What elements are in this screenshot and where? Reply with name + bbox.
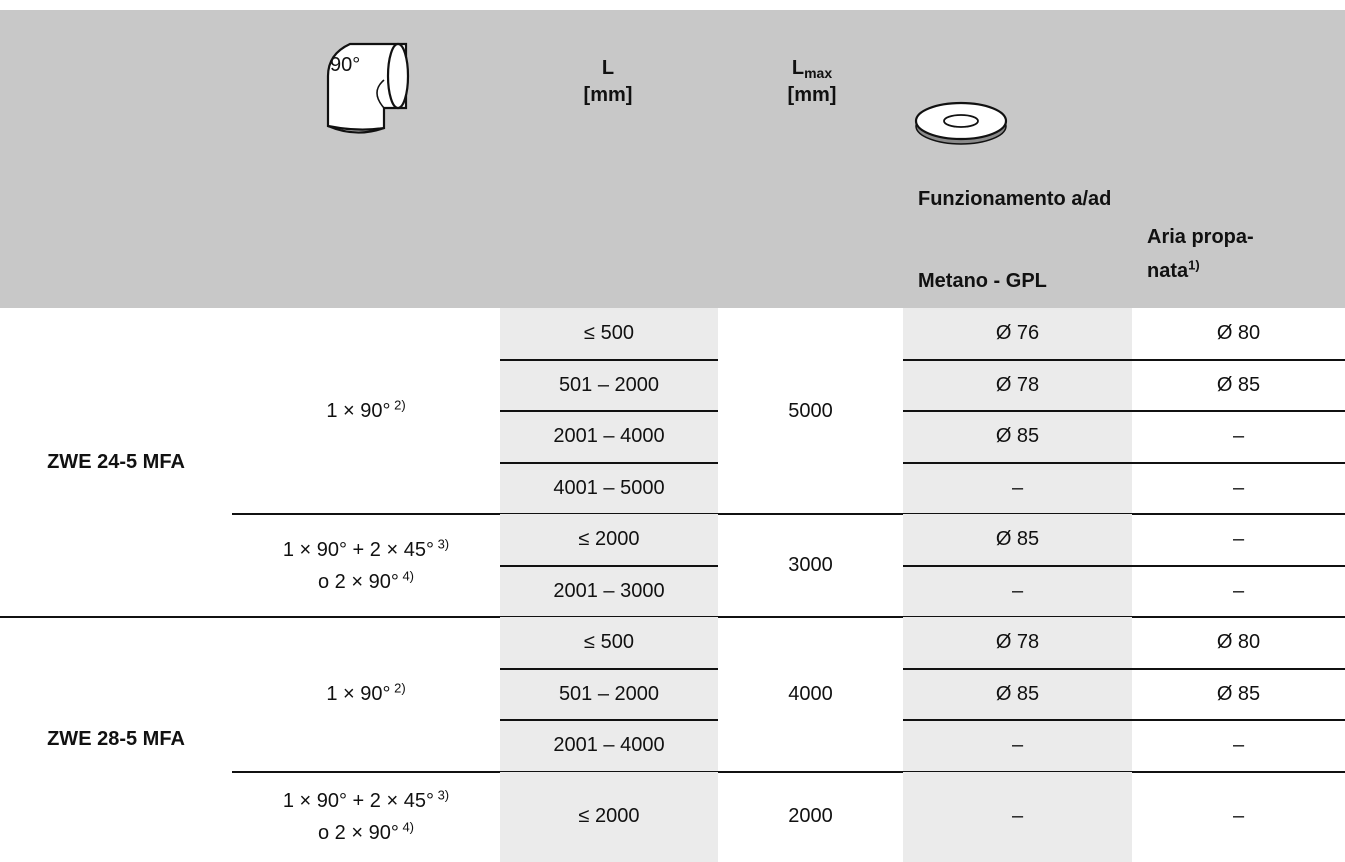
metano-gpl-cell: Ø 76 — [995, 322, 1040, 345]
row-divider — [903, 461, 1345, 464]
metano-gpl-cell: – — [1011, 579, 1024, 602]
row-divider — [500, 410, 718, 412]
aria-propanata-cell: – — [1232, 528, 1245, 551]
group-divider — [232, 513, 1345, 515]
group-divider — [232, 770, 1345, 773]
col-l-unit: [mm] — [583, 84, 633, 106]
config-line1: 1 × 90° 2) — [326, 397, 406, 422]
metano-column-shade — [903, 617, 1132, 772]
metano-gpl-header: Metano - GPL — [918, 270, 1047, 292]
metano-gpl-cell: Ø 85 — [995, 682, 1040, 705]
metano-gpl-cell: – — [1011, 734, 1024, 757]
config-line2: o 2 × 90° 4) — [317, 567, 414, 593]
aria-propanata-cell: – — [1232, 579, 1245, 602]
lmax-cell: 2000 — [788, 805, 833, 827]
metano-gpl-cell: – — [1011, 476, 1024, 499]
row-divider — [903, 358, 1345, 361]
aria-propanata-cell: Ø 85 — [1216, 373, 1261, 396]
config-cell: 1 × 90° 2) — [232, 308, 500, 514]
metano-gpl-cell: Ø 78 — [995, 631, 1040, 654]
row-divider — [903, 667, 1345, 670]
config-line1: 1 × 90° 2) — [326, 680, 406, 706]
aria-propanata-line1: Aria propa- — [1147, 226, 1254, 248]
row-divider — [903, 410, 1345, 412]
metano-gpl-cell: Ø 78 — [995, 373, 1040, 396]
row-divider — [500, 358, 718, 361]
elbow-angle-label: 90° — [330, 54, 361, 76]
row-divider — [500, 564, 718, 567]
config-cell: 1 × 90° + 2 × 45° 3) o 2 × 90° 4) — [232, 772, 500, 862]
aria-propanata-cell: – — [1232, 805, 1245, 827]
elbow-90-icon — [326, 42, 410, 134]
metano-gpl-cell: – — [1011, 805, 1024, 827]
aria-propanata-line2: nata1) — [1147, 257, 1200, 282]
l-range-cell: 2001 – 4000 — [553, 425, 665, 448]
l-range-cell: 2001 – 3000 — [553, 579, 665, 602]
metano-gpl-cell: Ø 85 — [995, 425, 1040, 448]
l-range-cell: 501 – 2000 — [558, 682, 660, 705]
aria-propanata-cell: – — [1232, 425, 1245, 448]
config-line2: o 2 × 90° 4) — [317, 818, 414, 844]
config-line1: 1 × 90° + 2 × 45° 3) — [282, 786, 450, 812]
lmax-cell: 3000 — [788, 554, 833, 576]
metano-column-shade — [903, 771, 1132, 862]
col-l-header: L — [601, 57, 615, 79]
l-range-cell: 2001 – 4000 — [553, 734, 665, 757]
row-divider — [500, 461, 718, 464]
metano-gpl-cell: Ø 85 — [995, 528, 1040, 551]
config-line1: 1 × 90° + 2 × 45° 3) — [282, 535, 450, 561]
config-cell: 1 × 90° 2) — [232, 617, 500, 772]
lmax-cell: 4000 — [788, 682, 833, 705]
l-range-cell: ≤ 500 — [584, 631, 634, 654]
funzionamento-header: Funzionamento a/ad — [918, 188, 1112, 210]
l-range-cell: ≤ 500 — [584, 322, 634, 345]
l-column-shade — [500, 617, 718, 772]
config-cell: 1 × 90° + 2 × 45° 3) o 2 × 90° 4) — [232, 514, 500, 617]
model-name: ZWE 28-5 MFA — [47, 727, 185, 750]
table-header — [0, 10, 1345, 308]
l-range-cell: 4001 – 5000 — [553, 476, 665, 499]
aria-propanata-cell: – — [1232, 734, 1245, 757]
l-range-cell: 501 – 2000 — [558, 373, 660, 396]
col-lmax-unit: [mm] — [787, 84, 837, 106]
aria-propanata-cell: Ø 80 — [1216, 631, 1261, 654]
l-range-cell: ≤ 2000 — [578, 805, 640, 827]
l-range-cell: ≤ 2000 — [578, 528, 640, 551]
aria-propanata-cell: Ø 85 — [1216, 682, 1261, 705]
col-lmax-header: Lmax — [791, 57, 833, 81]
row-divider — [500, 667, 718, 670]
model-name: ZWE 24-5 MFA — [47, 451, 185, 473]
l-column-shade — [500, 771, 718, 862]
washer-icon — [914, 101, 1008, 145]
aria-propanata-cell: Ø 80 — [1216, 322, 1261, 345]
row-divider — [903, 719, 1345, 721]
lmax-cell: 5000 — [788, 399, 833, 422]
row-divider — [903, 564, 1345, 567]
row-divider — [500, 719, 718, 721]
aria-propanata-cell: – — [1232, 476, 1245, 499]
